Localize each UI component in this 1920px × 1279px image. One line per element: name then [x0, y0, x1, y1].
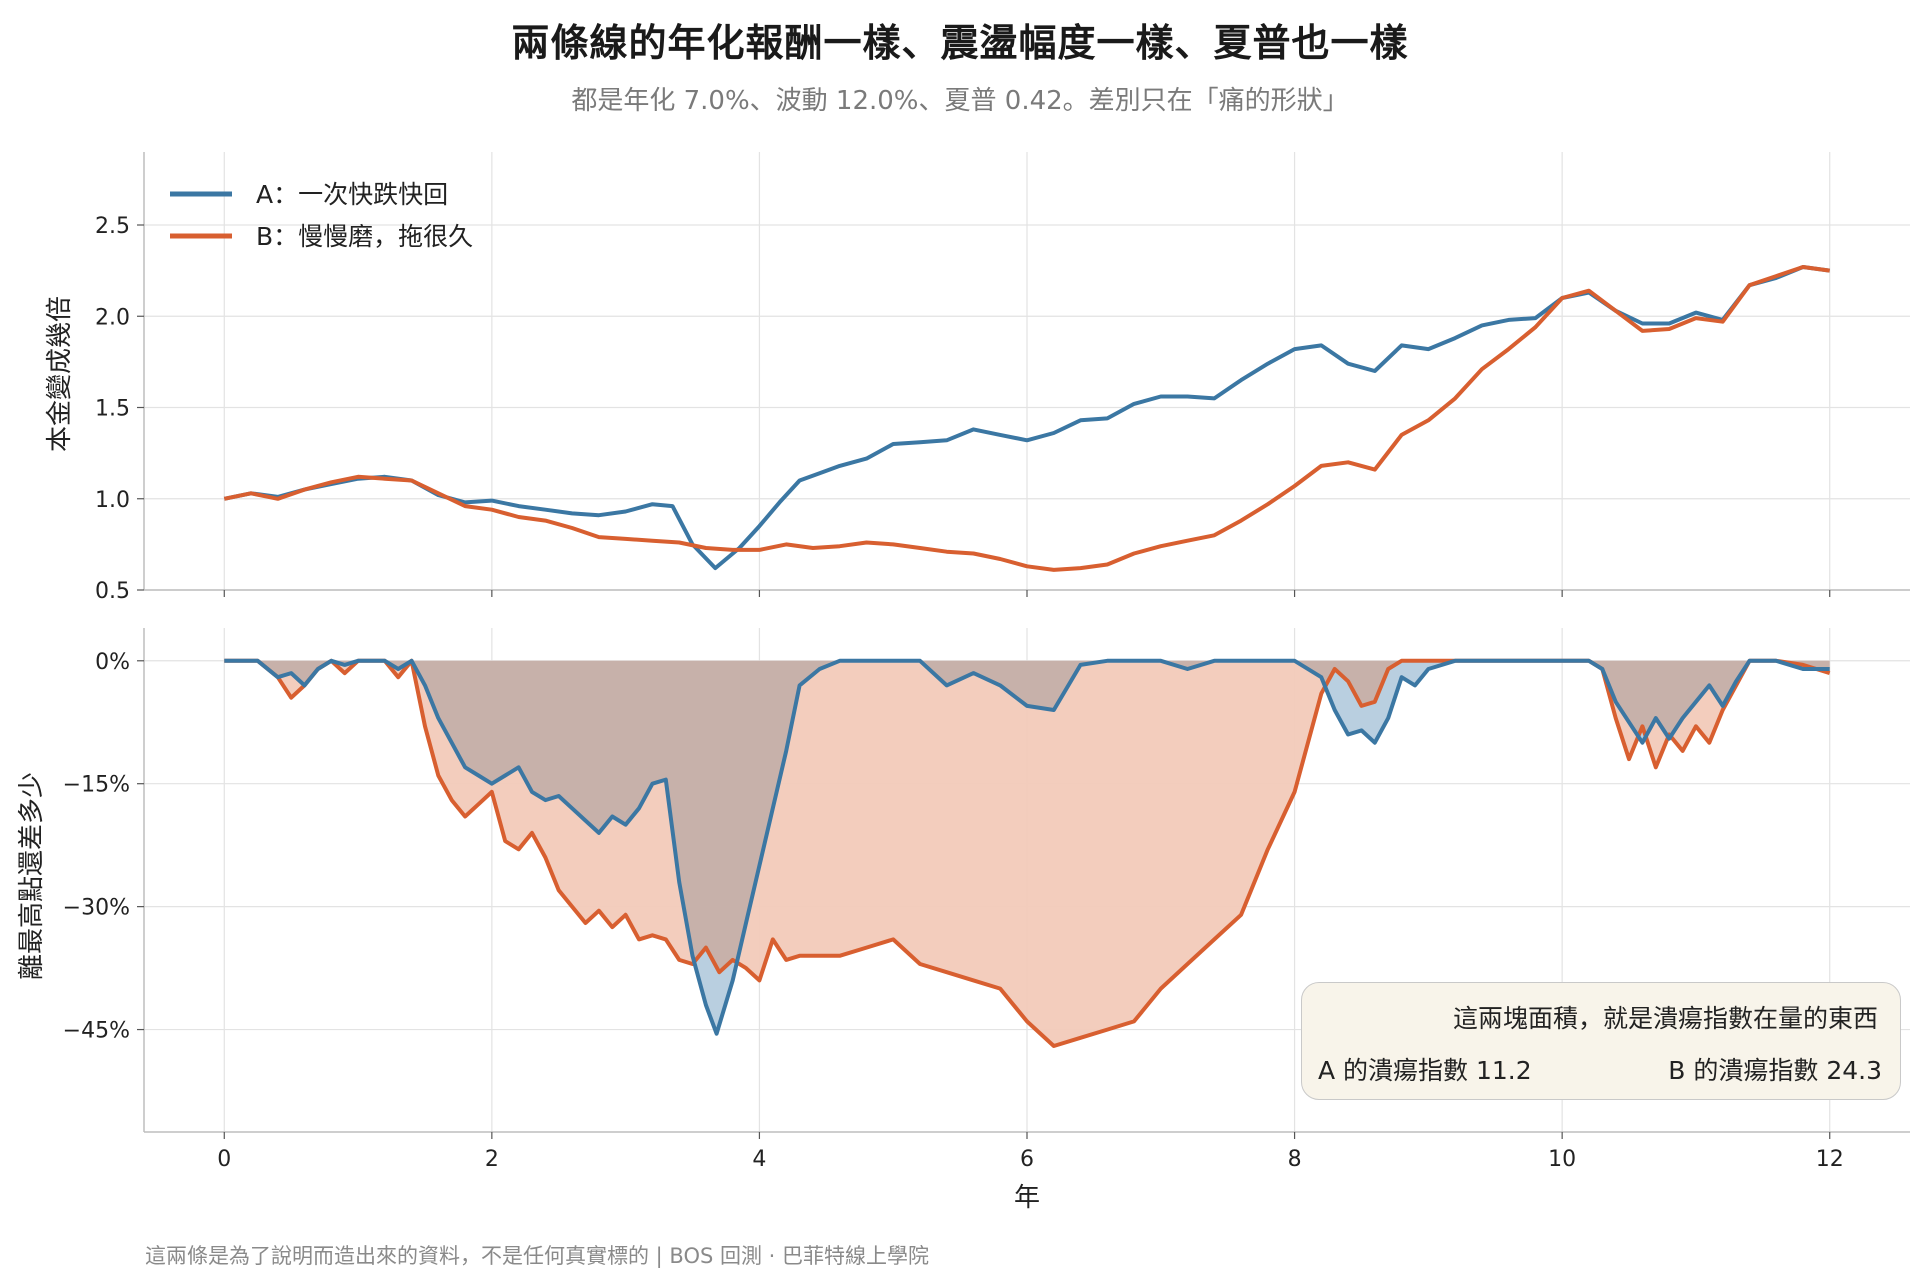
x-tick-label: 0 — [217, 1147, 231, 1172]
legend-label-b: B：慢慢磨，拖很久 — [256, 222, 473, 251]
bottom-y-axis-label: 離最高點還差多少 — [17, 772, 47, 980]
footer-note: 這兩條是為了說明而造出來的資料，不是任何真實標的 | BOS 回測 · 巴菲特線… — [145, 1244, 930, 1268]
y-tick-label: 2.5 — [95, 214, 130, 239]
overlap-area — [224, 660, 1830, 1034]
x-tick-label: 2 — [485, 1147, 499, 1172]
annotation-title: 這兩塊面積，就是潰瘍指數在量的東西 — [1452, 1004, 1878, 1033]
x-tick-label: 10 — [1548, 1147, 1576, 1172]
x-tick-label: 12 — [1816, 1147, 1844, 1172]
y-tick-label: 1.5 — [95, 397, 130, 422]
y-tick-label: 1.0 — [95, 488, 130, 513]
y-tick-label: −30% — [63, 896, 130, 921]
chart-subtitle: 都是年化 7.0%、波動 12.0%、夏普 0.42。差別只在「痛的形狀」 — [571, 86, 1349, 116]
chart-title: 兩條線的年化報酬一樣、震盪幅度一樣、夏普也一樣 — [511, 21, 1409, 65]
x-tick-label: 8 — [1288, 1147, 1302, 1172]
annotation-ulcer-a: A 的潰瘍指數 11.2 — [1318, 1056, 1532, 1085]
y-tick-label: 2.0 — [95, 305, 130, 330]
y-tick-label: 0.5 — [95, 579, 130, 604]
bottom-panel: 0% −15% −30% −45% 0 2 4 6 8 10 12 — [63, 628, 1910, 1172]
series-b-line — [223, 265, 1830, 572]
x-tick-label: 6 — [1020, 1147, 1034, 1172]
annotation-ulcer-b: B 的潰瘍指數 24.3 — [1668, 1056, 1882, 1085]
top-y-axis-label: 本金變成幾倍 — [45, 296, 75, 452]
ulcer-index-annotation-box: 這兩塊面積，就是潰瘍指數在量的東西 A 的潰瘍指數 11.2 B 的潰瘍指數 2… — [1301, 982, 1901, 1100]
x-axis-label: 年 — [1014, 1183, 1040, 1213]
legend: A：一次快跌快回 B：慢慢磨，拖很久 — [170, 180, 473, 251]
y-tick-label: −45% — [63, 1019, 130, 1044]
top-panel: 0.5 1.0 1.5 2.0 2.5 — [95, 152, 1910, 604]
series-a-line — [223, 265, 1830, 571]
series-a-drawdown-line — [224, 658, 1830, 1036]
y-tick-label: 0% — [95, 650, 130, 675]
legend-label-a: A：一次快跌快回 — [256, 180, 448, 209]
x-tick-label: 4 — [752, 1147, 766, 1172]
y-tick-label: −15% — [63, 773, 130, 798]
